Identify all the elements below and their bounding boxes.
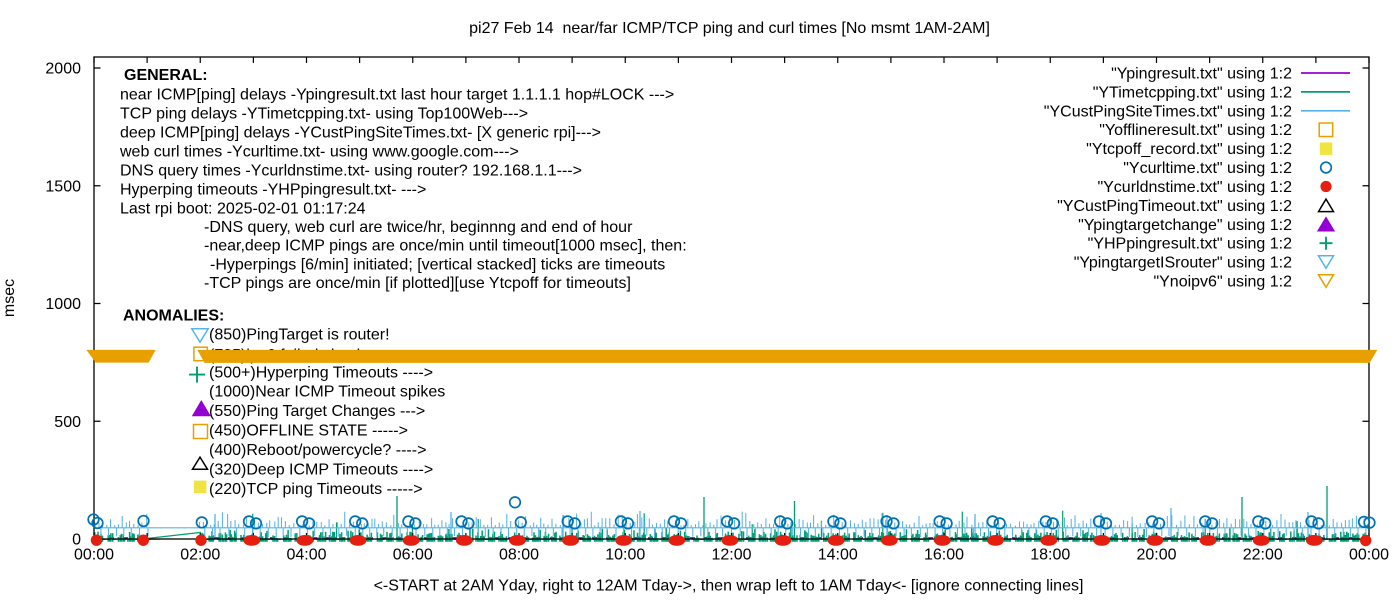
svg-text:"Ycurltime.txt" using 1:2: "Ycurltime.txt" using 1:2: [1123, 160, 1292, 177]
svg-text:08:00: 08:00: [499, 547, 539, 564]
svg-text:00:00: 00:00: [74, 547, 114, 564]
svg-text:"YpingtargetISrouter" using 1:: "YpingtargetISrouter" using 1:2: [1074, 255, 1292, 272]
svg-text:"YCustPingTimeout.txt" using 1: "YCustPingTimeout.txt" using 1:2: [1057, 198, 1292, 215]
svg-text:(320)Deep ICMP Timeouts ---->: (320)Deep ICMP Timeouts ---->: [209, 461, 433, 478]
svg-text:"YHPpingresult.txt" using 1:2: "YHPpingresult.txt" using 1:2: [1088, 236, 1292, 253]
svg-text:GENERAL:: GENERAL:: [124, 67, 208, 84]
svg-text:(1000)Near ICMP Timeout spikes: (1000)Near ICMP Timeout spikes: [209, 383, 445, 400]
svg-text:near ICMP[ping] delays -Ypingr: near ICMP[ping] delays -Ypingresult.txt …: [120, 86, 674, 103]
svg-text:1000: 1000: [45, 296, 81, 313]
svg-text:18:00: 18:00: [1030, 547, 1070, 564]
svg-text:pi27 Feb 14 near/far ICMP/TCP: pi27 Feb 14 near/far ICMP/TCP ping and c…: [469, 20, 990, 37]
svg-text:22:00: 22:00: [1243, 547, 1283, 564]
svg-text:<-START at 2AM Yday, right to: <-START at 2AM Yday, right to 12AM Tday-…: [374, 578, 1084, 595]
svg-text:"Ycurldnstime.txt" using 1:2: "Ycurldnstime.txt" using 1:2: [1097, 179, 1292, 196]
svg-text:"Ynoipv6" using 1:2: "Ynoipv6" using 1:2: [1153, 274, 1292, 291]
svg-text:14:00: 14:00: [818, 547, 858, 564]
svg-text:"Yofflineresult.txt" using 1:2: "Yofflineresult.txt" using 1:2: [1099, 122, 1292, 139]
svg-text:500: 500: [54, 414, 81, 431]
svg-text:DNS query times -Ycurldnstime.: DNS query times -Ycurldnstime.txt- using…: [120, 163, 582, 180]
svg-text:TCP ping delays -YTimetcpping.: TCP ping delays -YTimetcpping.txt- using…: [120, 105, 528, 122]
svg-text:"Ypingresult.txt" using 1:2: "Ypingresult.txt" using 1:2: [1111, 66, 1292, 83]
svg-text:"Ypingtargetchange" using 1:2: "Ypingtargetchange" using 1:2: [1078, 217, 1292, 234]
svg-text:(220)TCP ping Timeouts ----->: (220)TCP ping Timeouts ----->: [209, 481, 423, 498]
svg-text:1500: 1500: [45, 178, 81, 195]
svg-text:12:00: 12:00: [711, 547, 751, 564]
svg-text:04:00: 04:00: [286, 547, 326, 564]
svg-text:deep ICMP[ping] delays -YCustP: deep ICMP[ping] delays -YCustPingSiteTim…: [120, 124, 601, 141]
svg-text:16:00: 16:00: [924, 547, 964, 564]
svg-text:(500+)Hyperping Timeouts ---->: (500+)Hyperping Timeouts ---->: [209, 364, 433, 381]
svg-text:Hyperping timeouts -YHPpingres: Hyperping timeouts -YHPpingresult.txt- -…: [120, 182, 426, 199]
svg-text:-DNS query, web curl are twice: -DNS query, web curl are twice/hr, begin…: [204, 219, 633, 236]
svg-text:02:00: 02:00: [180, 547, 220, 564]
svg-text:Last rpi boot: 2025-02-01 01:1: Last rpi boot: 2025-02-01 01:17:24: [120, 201, 366, 218]
svg-text:msec: msec: [1, 279, 18, 317]
svg-text:ANOMALIES:: ANOMALIES:: [123, 308, 224, 325]
svg-text:(450)OFFLINE STATE ----->: (450)OFFLINE STATE ----->: [209, 422, 408, 439]
svg-text:(850)PingTarget is router!: (850)PingTarget is router!: [209, 327, 390, 344]
svg-text:-TCP pings are once/min [if pl: -TCP pings are once/min [if plotted][use…: [204, 275, 631, 292]
svg-text:00:00: 00:00: [1349, 547, 1389, 564]
svg-text:-near,deep ICMP pings are once: -near,deep ICMP pings are once/min until…: [204, 238, 687, 255]
svg-text:"YTimetcpping.txt" using 1:2: "YTimetcpping.txt" using 1:2: [1093, 84, 1292, 101]
svg-text:-Hyperpings [6/min] initiated;: -Hyperpings [6/min] initiated; [vertical…: [210, 256, 665, 273]
svg-text:"YCustPingSiteTimes.txt" using: "YCustPingSiteTimes.txt" using 1:2: [1044, 103, 1292, 120]
svg-text:"Ytcpoff_record.txt" using 1:2: "Ytcpoff_record.txt" using 1:2: [1086, 141, 1292, 158]
svg-text:20:00: 20:00: [1136, 547, 1176, 564]
svg-text:(550)Ping Target Changes --->: (550)Ping Target Changes --->: [209, 403, 425, 420]
svg-text:0: 0: [72, 532, 81, 549]
svg-text:10:00: 10:00: [605, 547, 645, 564]
svg-text:06:00: 06:00: [393, 547, 433, 564]
svg-text:2000: 2000: [45, 61, 81, 78]
svg-text:(400)Reboot/powercycle? ---->: (400)Reboot/powercycle? ---->: [209, 442, 426, 459]
svg-text:web curl times -Ycurltime.txt-: web curl times -Ycurltime.txt- using www…: [119, 144, 519, 161]
